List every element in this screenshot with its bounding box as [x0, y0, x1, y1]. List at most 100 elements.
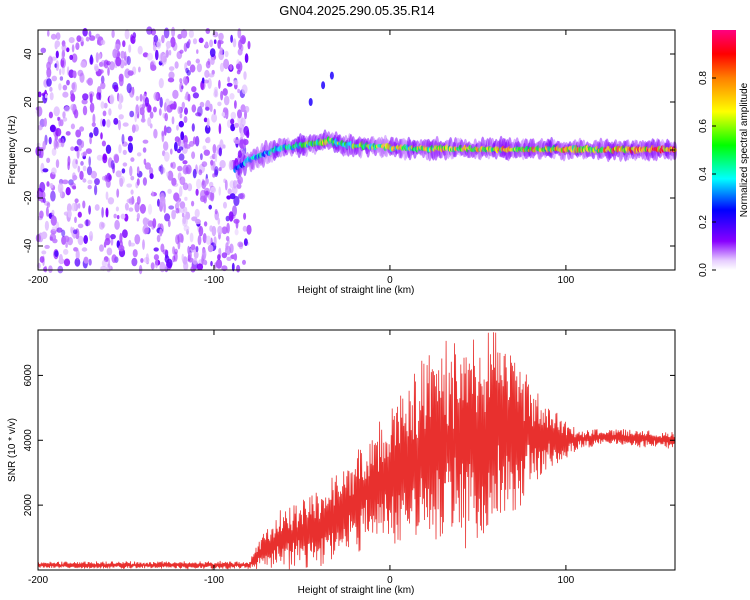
noise-cell: [120, 50, 125, 59]
noise-cell: [174, 141, 178, 152]
noise-cell: [59, 76, 64, 81]
noise-cell: [244, 53, 249, 64]
noise-cell: [205, 178, 208, 186]
noise-cell: [201, 248, 207, 260]
noise-cell: [182, 164, 189, 175]
noise-cell: [81, 99, 88, 105]
noise-cell: [161, 34, 165, 44]
noise-cell: [78, 144, 82, 152]
noise-cell: [105, 207, 109, 218]
noise-cell: [70, 103, 77, 111]
noise-cell: [143, 158, 147, 165]
noise-cell: [234, 228, 239, 236]
noise-cell: [94, 204, 100, 211]
noise-cell: [230, 111, 237, 120]
secondary-streak: [329, 71, 334, 80]
noise-cell: [228, 211, 234, 222]
noise-cell: [55, 127, 62, 137]
noise-cell: [217, 101, 222, 107]
noise-cell: [153, 128, 158, 139]
noise-cell: [233, 253, 238, 261]
noise-cell: [121, 168, 126, 174]
noise-cell: [171, 161, 176, 169]
noise-cell: [212, 144, 217, 154]
noise-cell: [87, 179, 93, 185]
noise-cell: [51, 75, 58, 82]
noise-cell: [192, 168, 197, 179]
secondary-streak: [308, 98, 313, 106]
noise-cell: [206, 117, 210, 128]
noise-cell: [226, 195, 232, 200]
spectrogram-trace: [232, 71, 677, 179]
noise-cell: [107, 197, 115, 205]
noise-cell: [127, 142, 133, 153]
noise-cell: [223, 201, 227, 209]
noise-cell: [57, 116, 60, 121]
noise-cell: [43, 117, 47, 127]
noise-cell: [179, 112, 183, 119]
noise-cell: [231, 262, 235, 272]
noise-cell: [204, 124, 211, 134]
x-tick-label: 100: [558, 575, 575, 586]
noise-cell: [207, 244, 214, 253]
noise-cell: [226, 222, 230, 234]
noise-cell: [243, 238, 248, 247]
noise-cell: [171, 26, 176, 38]
noise-cell: [39, 210, 44, 219]
noise-cell: [74, 198, 79, 203]
noise-cell: [184, 107, 188, 115]
noise-cell: [181, 101, 185, 109]
noise-cell: [110, 237, 114, 246]
noise-cell: [209, 48, 216, 58]
noise-cell: [183, 206, 188, 214]
colorbar-tick-label: 0.8: [698, 71, 709, 85]
noise-cell: [71, 44, 75, 53]
noise-cell: [142, 147, 147, 153]
noise-cell: [229, 64, 233, 71]
noise-cell: [130, 157, 135, 162]
noise-cell: [126, 83, 132, 94]
noise-cell: [245, 130, 250, 138]
noise-cell: [168, 71, 175, 80]
noise-cell: [54, 40, 61, 48]
noise-cell: [108, 174, 112, 181]
noise-cell: [213, 86, 219, 95]
noise-cell: [70, 93, 76, 102]
x-tick-label: 0: [387, 275, 393, 286]
noise-cell: [191, 86, 197, 93]
noise-cell: [142, 239, 145, 251]
noise-cell: [215, 259, 223, 269]
noise-cell: [58, 254, 64, 265]
noise-cell: [54, 250, 59, 257]
noise-cell: [49, 236, 53, 241]
colorbar-tick-label: 0.4: [698, 167, 709, 181]
noise-cell: [235, 63, 241, 70]
noise-cell: [153, 254, 159, 261]
noise-cell: [158, 78, 164, 89]
noise-cell: [165, 40, 172, 49]
noise-cell: [159, 228, 163, 237]
snr-panel: -200 -100 0 100 2000 4000 6000 Height of stra…: [7, 329, 676, 596]
noise-cell: [135, 95, 139, 102]
noise-cell: [213, 108, 216, 115]
noise-cell: [103, 102, 108, 109]
noise-cell: [226, 82, 233, 87]
noise-cell: [212, 31, 219, 38]
noise-cell: [182, 160, 188, 165]
noise-cell: [134, 234, 141, 245]
noise-cell: [204, 69, 210, 78]
noise-cell: [72, 232, 76, 239]
noise-cell: [55, 60, 60, 72]
noise-cell: [81, 247, 88, 252]
noise-cell: [182, 182, 189, 191]
noise-cell: [156, 234, 161, 243]
noise-cell: [104, 174, 108, 182]
noise-cell: [115, 206, 119, 212]
noise-cell: [144, 97, 149, 107]
noise-cell: [114, 219, 120, 230]
noise-cell: [89, 35, 96, 41]
noise-cell: [131, 124, 136, 133]
noise-cell: [182, 216, 187, 225]
noise-cell: [236, 264, 241, 273]
noise-cell: [89, 132, 94, 139]
